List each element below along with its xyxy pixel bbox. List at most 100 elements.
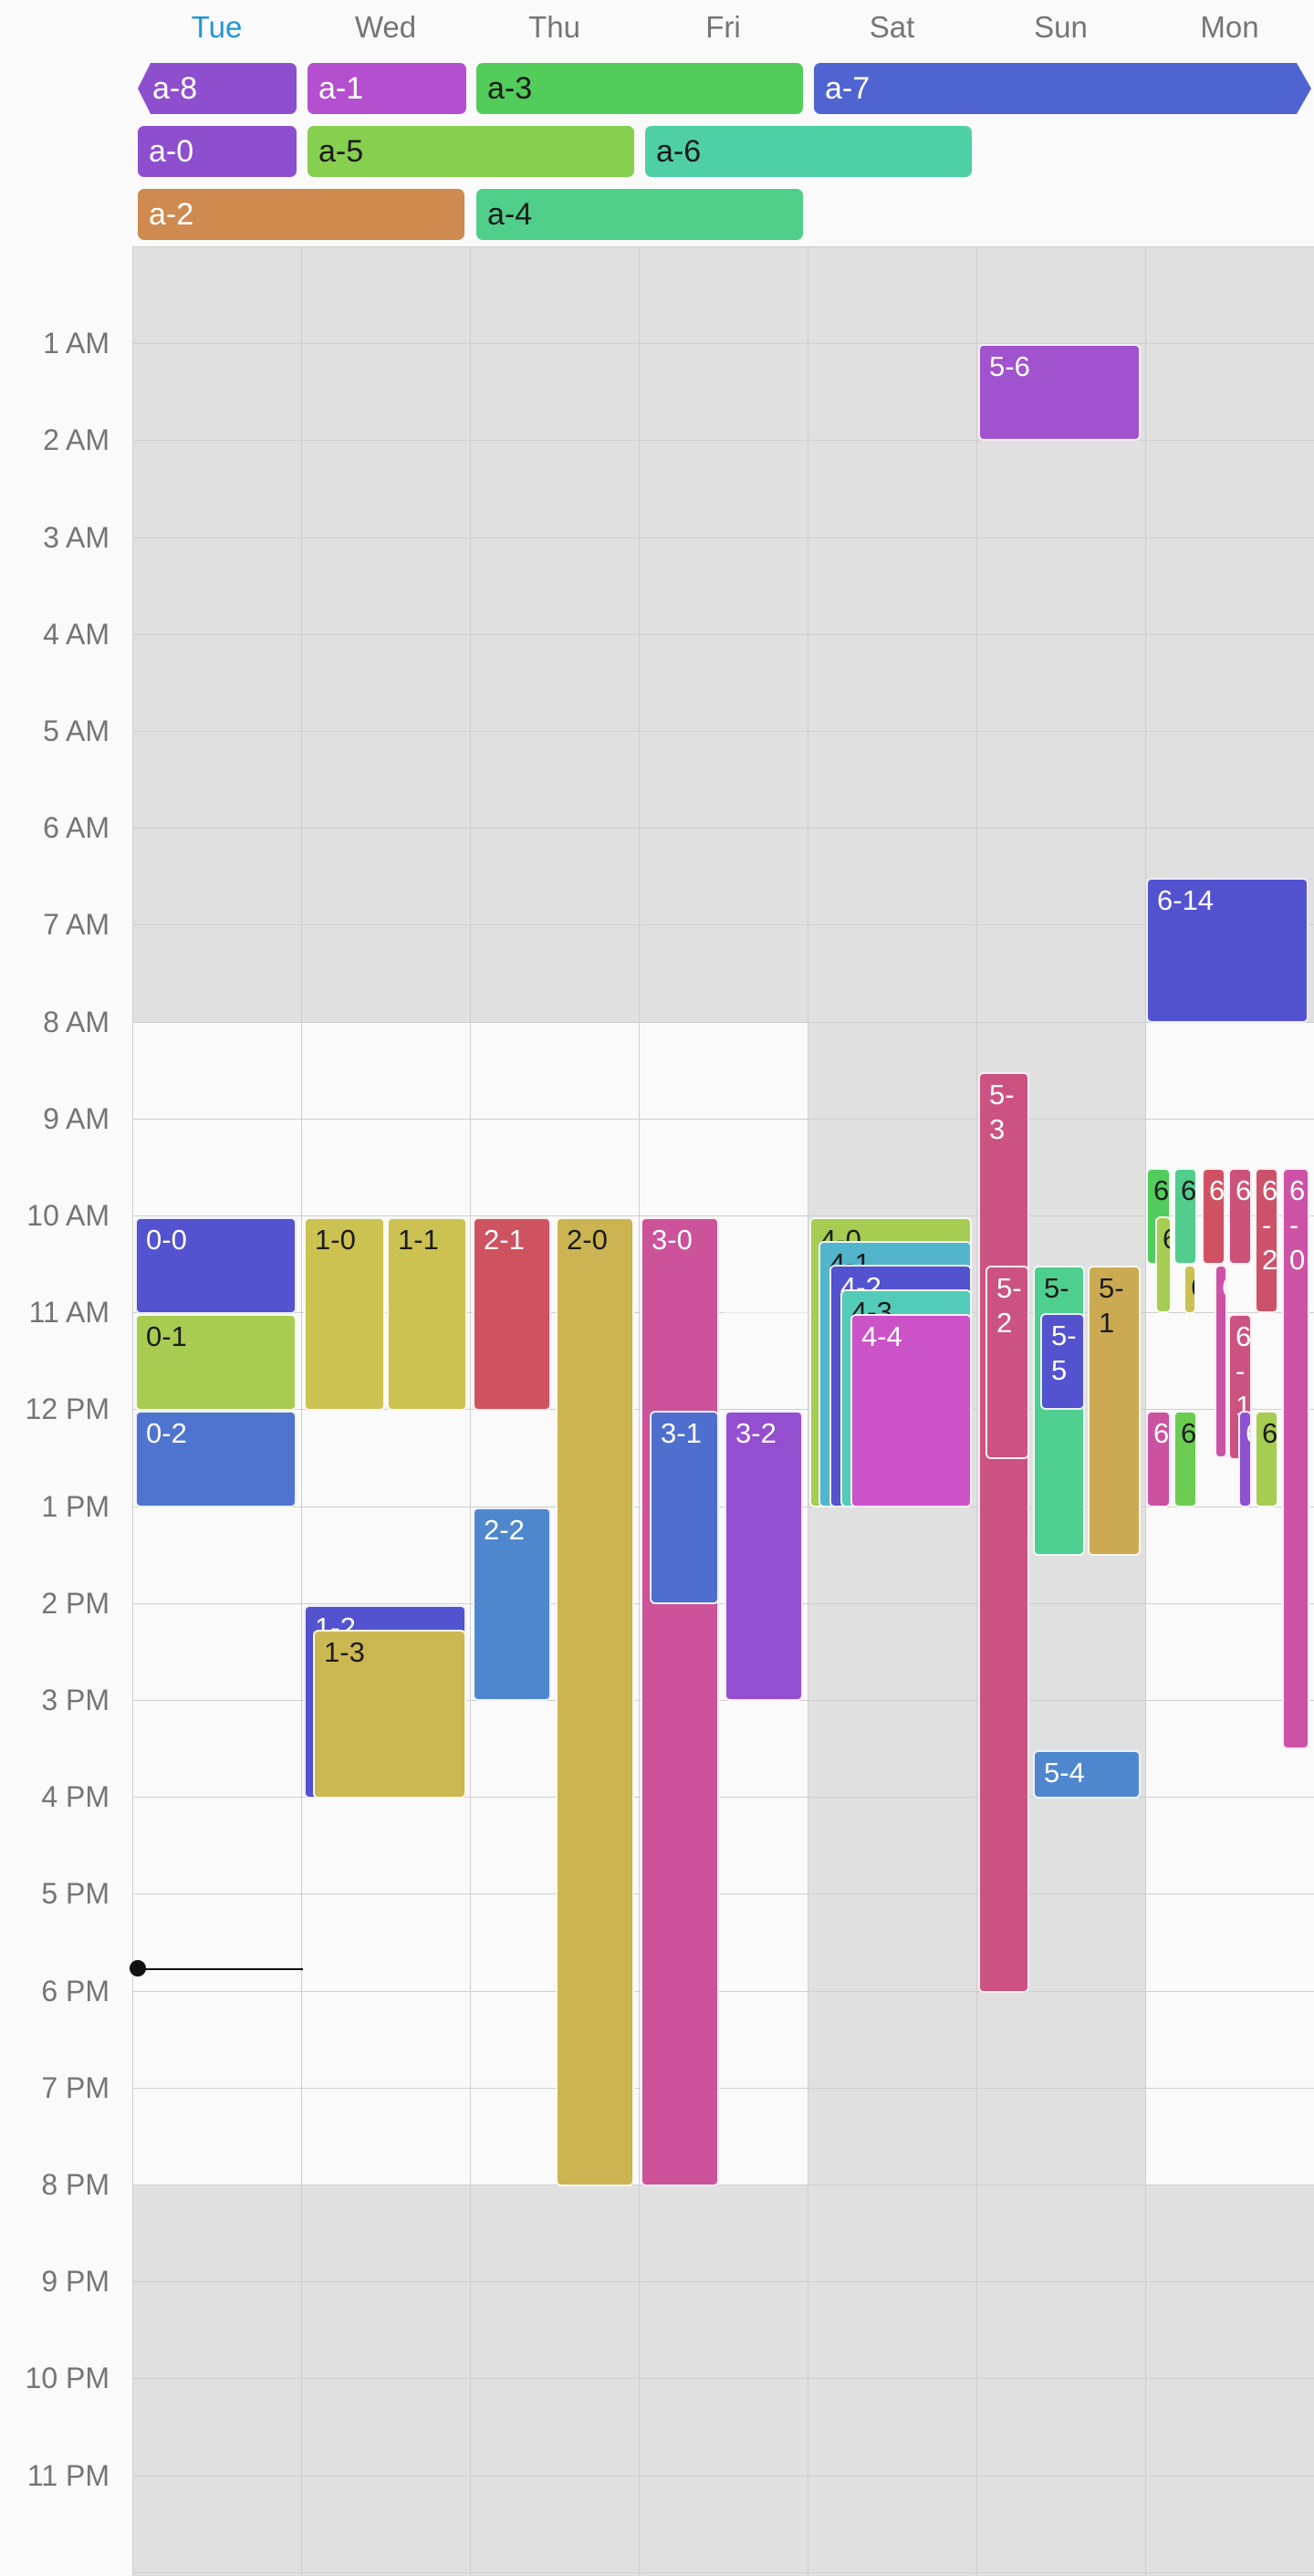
all-day-event[interactable]: a-1 (308, 63, 466, 114)
hour-line (132, 2281, 1314, 2283)
hour-label: 11 AM (28, 1296, 110, 1330)
half-hour-line (723, 1312, 809, 1314)
hour-line (132, 924, 1314, 926)
calendar-event[interactable]: 1-1 (387, 1217, 467, 1411)
hour-line (132, 1409, 1314, 1411)
hour-label: 6 AM (43, 811, 110, 845)
all-day-event[interactable]: a-5 (308, 126, 634, 177)
hour-label: 11 PM (26, 2458, 110, 2492)
calendar-event[interactable]: 3-2 (725, 1411, 803, 1701)
day-column-line (976, 246, 977, 2576)
calendar-event[interactable]: 6 (1184, 1265, 1196, 1314)
hour-label: 6 PM (41, 1974, 110, 2008)
hour-label: 2 PM (41, 1586, 110, 1620)
calendar-event[interactable]: 2-0 (556, 1217, 634, 2186)
calendar-event[interactable]: 6 (1215, 1265, 1227, 1458)
hour-label: 3 PM (41, 1684, 110, 1716)
hour-label: 7 PM (41, 2070, 110, 2104)
calendar-event[interactable]: 5-4 (1033, 1750, 1141, 1799)
all-day-event[interactable]: a-6 (645, 126, 972, 177)
day-header-mon[interactable]: Mon (1200, 10, 1259, 44)
hour-label: 3 AM (43, 520, 110, 554)
hour-label: 4 AM (43, 617, 110, 651)
hour-label: 1 AM (43, 327, 110, 360)
day-header-sat[interactable]: Sat (869, 10, 915, 44)
calendar-event[interactable]: 2-1 (473, 1217, 551, 1411)
day-header-thu[interactable]: Thu (528, 10, 580, 44)
all-day-event[interactable]: a-4 (476, 189, 803, 240)
calendar-event[interactable]: 3-0 (641, 1217, 719, 2186)
all-day-event[interactable]: a-7 (814, 63, 1311, 114)
hour-line (132, 1797, 1314, 1799)
calendar-event[interactable]: 5-5 (1040, 1313, 1085, 1410)
calendar-event[interactable]: 6 (1228, 1168, 1252, 1265)
calendar-event[interactable]: 0-0 (135, 1217, 297, 1314)
day-column-line (639, 246, 640, 2576)
hour-label: 8 AM (43, 1005, 110, 1038)
calendar-event[interactable]: 6 (1173, 1411, 1197, 1507)
hour-label: 5 AM (43, 714, 110, 747)
calendar-event[interactable]: 0-1 (135, 1314, 297, 1411)
all-day-event[interactable]: a-8 (138, 63, 297, 114)
calendar-event[interactable]: 5-1 (1088, 1266, 1141, 1556)
calendar-event[interactable]: 5-3 (978, 1072, 1029, 1993)
day-header-fri[interactable]: Fri (705, 10, 741, 44)
calendar-event[interactable]: 6 (1238, 1411, 1252, 1507)
hour-label: 9 AM (43, 1101, 110, 1135)
calendar-event[interactable]: 6 (1255, 1411, 1278, 1507)
hour-line (132, 2475, 1314, 2477)
hour-label: 10 PM (25, 2362, 110, 2395)
hour-line (132, 2087, 1314, 2089)
hour-label: 4 PM (41, 1780, 110, 1814)
hour-line (132, 1990, 1314, 1992)
calendar-event[interactable]: 3-1 (650, 1411, 719, 1604)
day-column-line (1145, 246, 1146, 2576)
hour-line (132, 2571, 1314, 2573)
calendar-event[interactable]: 6-14 (1146, 878, 1309, 1023)
hour-line (132, 1700, 1314, 1701)
hour-line (132, 1021, 1314, 1023)
hour-line (132, 1893, 1314, 1895)
calendar-event[interactable]: 6 (1202, 1168, 1225, 1265)
calendar-event[interactable]: 1-3 (313, 1630, 466, 1799)
calendar-event[interactable]: 5-6 (978, 344, 1141, 441)
calendar-event[interactable]: 6 (1155, 1216, 1172, 1313)
calendar-event[interactable]: 1-0 (304, 1217, 385, 1411)
calendar-event[interactable]: 4-4 (850, 1314, 972, 1507)
current-time-dot (130, 1960, 146, 1976)
hour-label: 2 AM (43, 423, 110, 457)
hour-line (132, 828, 1314, 829)
hour-line (132, 633, 1314, 635)
all-day-event[interactable]: a-0 (138, 126, 297, 177)
hour-line (132, 731, 1314, 732)
calendar-event[interactable]: 6-0 (1282, 1168, 1309, 1749)
calendar-event[interactable]: 5- (1033, 1266, 1085, 1556)
calendar-event[interactable]: 6 (1146, 1411, 1171, 1507)
hour-line (132, 440, 1314, 442)
hour-label: 9 PM (41, 2265, 110, 2299)
hour-line (132, 1602, 1314, 1604)
hour-label: 5 PM (41, 1877, 110, 1911)
calendar-event[interactable]: 6-2 (1255, 1168, 1278, 1313)
hour-label: 8 PM (41, 2168, 110, 2201)
hour-line (132, 246, 1314, 247)
calendar-event[interactable]: 2-2 (473, 1507, 551, 1701)
all-day-event[interactable]: a-2 (138, 189, 464, 240)
hour-line (132, 2378, 1314, 2380)
calendar-event[interactable]: 0-2 (135, 1411, 297, 1507)
all-day-event[interactable]: a-3 (476, 63, 803, 114)
hour-line (132, 537, 1314, 538)
calendar-event[interactable]: 5-2 (986, 1266, 1029, 1459)
hour-label: 12 PM (25, 1392, 110, 1426)
hour-line (132, 1215, 1314, 1216)
day-header-tue[interactable]: Tue (191, 10, 243, 44)
hour-label: 10 AM (26, 1199, 110, 1232)
hour-label: 7 AM (43, 908, 110, 942)
hour-label: 1 PM (41, 1489, 110, 1523)
day-column-line (301, 246, 302, 2576)
day-header-wed[interactable]: Wed (354, 10, 417, 44)
day-header-sun[interactable]: Sun (1034, 10, 1088, 44)
hour-line (132, 1118, 1314, 1120)
current-time-line (137, 1968, 303, 1970)
calendar-event[interactable]: 6 (1173, 1168, 1197, 1265)
